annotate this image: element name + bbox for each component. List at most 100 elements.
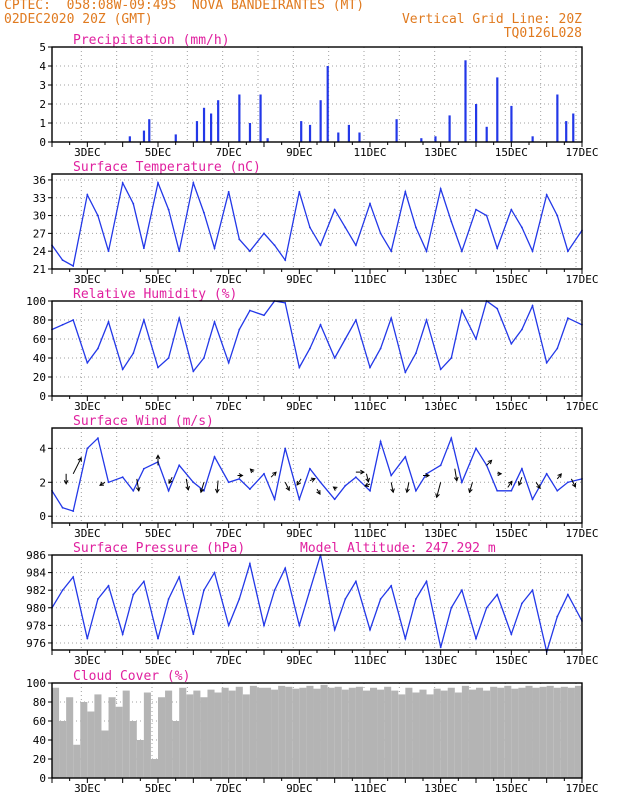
x-tick-label: 17DEC	[565, 273, 598, 286]
data-point	[167, 598, 170, 600]
precip-bar	[485, 126, 488, 142]
data-point	[425, 319, 428, 321]
data-point	[521, 328, 523, 331]
panel-frame	[51, 173, 583, 270]
cloud-bar	[539, 686, 547, 778]
data-point	[566, 481, 569, 484]
data-point	[61, 589, 64, 592]
data-point	[167, 208, 170, 211]
cloud-bar	[264, 687, 272, 778]
y-tick-label: 33	[33, 192, 46, 205]
panel-1: Precipitation (mm/h) 0 1 2 3 4 5 3DEC 5DEC 7DEC 9D…	[39, 33, 598, 159]
x-tick-label: 3DEC	[74, 527, 101, 540]
data-point	[379, 440, 382, 443]
wind-arrow-head	[214, 488, 220, 494]
cloud-bar	[193, 690, 201, 778]
cloud-bar	[468, 689, 476, 778]
data-point	[238, 477, 241, 480]
wind-arrow	[284, 482, 290, 491]
data-point	[496, 247, 499, 250]
cloud-bar	[384, 686, 392, 778]
data-point	[485, 606, 488, 609]
cloud-bar	[419, 689, 427, 778]
y-tick-label: 27	[33, 227, 46, 240]
data-point	[319, 244, 322, 247]
data-point	[521, 602, 523, 605]
data-point	[545, 193, 548, 196]
x-tick-label: 15DEC	[495, 146, 528, 159]
data-point	[510, 633, 513, 636]
data-point	[107, 481, 110, 484]
cloud-bar	[313, 688, 321, 778]
wind-arrow-head	[390, 488, 395, 494]
cloud-bar	[391, 690, 399, 778]
cloud-bar	[186, 694, 194, 778]
wind-arrow	[168, 476, 173, 484]
data-point	[415, 489, 417, 492]
panel-title: Relative Humidity (%)	[73, 287, 237, 302]
panel-6: Cloud Cover (%) 0 20 40 60 80 100 3DEC 5DEC 7DEC 9…	[26, 669, 598, 795]
x-tick-label: 13DEC	[424, 654, 457, 667]
precip-bar	[572, 113, 575, 142]
data-point	[354, 476, 357, 479]
cloud-bar	[348, 687, 356, 778]
data-point	[460, 250, 463, 253]
data-point	[142, 247, 145, 250]
x-tick-label: 11DEC	[353, 146, 386, 159]
wind-arrow-head	[497, 471, 503, 477]
data-point	[132, 489, 135, 492]
x-tick-label: 17DEC	[565, 654, 598, 667]
cloud-bar	[122, 690, 130, 778]
data-point	[369, 489, 371, 492]
panel-title: Precipitation (mm/h)	[73, 33, 230, 48]
wind-arrow-head	[425, 473, 431, 478]
cloud-bar	[299, 687, 307, 778]
y-tick-label: 1	[39, 117, 46, 130]
data-point	[72, 510, 75, 513]
y-tick-label: 40	[33, 734, 46, 747]
wind-arrow	[200, 482, 205, 493]
cloud-bar	[405, 687, 413, 778]
wind-arrow-head	[536, 484, 541, 490]
data-point	[298, 624, 301, 627]
y-tick-label: 976	[26, 637, 46, 650]
wind-arrow	[507, 481, 513, 488]
precip-bar	[148, 119, 151, 142]
data-point	[203, 589, 205, 592]
y-tick-label: 21	[33, 263, 46, 276]
data-point	[157, 366, 159, 369]
x-tick-label: 5DEC	[145, 273, 172, 286]
cloud-bar	[228, 690, 236, 778]
data-point	[415, 598, 417, 600]
panel-title: Surface Temperature (nC)	[73, 160, 261, 175]
x-tick-label: 5DEC	[145, 146, 172, 159]
cloud-bar	[242, 694, 250, 778]
precip-bar	[358, 132, 361, 142]
data-point	[545, 361, 548, 364]
y-tick-label: 36	[33, 174, 46, 187]
wind-arrow-head	[238, 473, 244, 478]
data-point	[450, 220, 453, 223]
data-point	[425, 580, 428, 583]
cloud-bar	[560, 686, 568, 778]
data-point	[132, 352, 135, 355]
data-point	[369, 366, 371, 369]
precip-bar	[308, 124, 312, 142]
data-point	[510, 489, 513, 492]
x-tick-label: 15DEC	[495, 400, 528, 413]
wind-arrow-head	[199, 488, 205, 494]
wind-arrow-head	[63, 480, 69, 485]
x-tick-label: 11DEC	[353, 273, 386, 286]
cloud-bar	[567, 687, 575, 778]
data-point	[450, 437, 453, 440]
data-point	[390, 584, 393, 587]
data-point	[178, 250, 181, 253]
data-point	[72, 265, 75, 267]
wind-arrow	[436, 482, 442, 498]
x-tick-label: 15DEC	[495, 527, 528, 540]
data-point	[121, 368, 124, 371]
wind-arrow-head	[332, 486, 338, 491]
wind-arrow-head	[99, 481, 105, 486]
data-point	[439, 464, 442, 467]
data-point	[284, 447, 287, 450]
